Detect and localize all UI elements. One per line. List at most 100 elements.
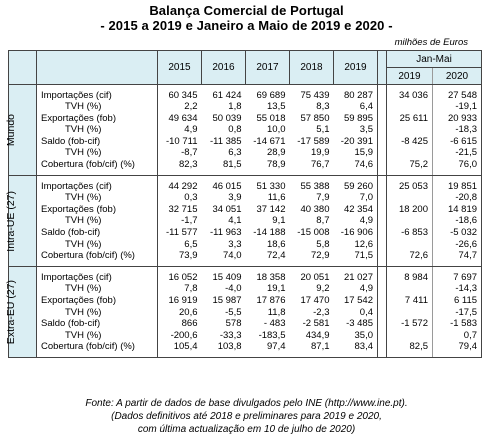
value-cell: 19,1 xyxy=(267,283,286,295)
value-cell: -16 906 xyxy=(340,227,373,239)
row-label xyxy=(36,266,158,272)
value-cell: 82,5 xyxy=(386,341,433,353)
value-cell: 74,0 xyxy=(223,250,242,262)
value-cell xyxy=(386,147,433,160)
table-row: Cobertura (fob/cif) (%) 105,4 103,8 97,4 87,… xyxy=(9,341,483,353)
table-row: Cobertura (fob/cif) (%) 73,9 74,0 72,4 72,9 7… xyxy=(9,250,483,262)
value-cell xyxy=(333,175,378,181)
value-cell: 16 919 xyxy=(157,295,202,307)
table-row: Exportações (fob) 49 634 50 039 55 018 57 85… xyxy=(9,112,483,125)
value-cell: 6 115 xyxy=(431,295,483,307)
value-cell: 74,6 xyxy=(354,159,374,171)
value-cell: 20 933 xyxy=(431,112,483,125)
value-cell: 72,9 xyxy=(311,250,330,262)
value-cell: 83,4 xyxy=(354,341,374,353)
value-cell: -5,5 xyxy=(225,306,242,318)
value-cell: 55 018 xyxy=(256,112,286,124)
value-cell: 5,1 xyxy=(316,124,330,136)
row-label: Cobertura (fob/cif) (%) xyxy=(41,159,135,171)
value-cell xyxy=(386,266,433,272)
gap-cell xyxy=(377,112,387,125)
value-cell xyxy=(431,352,483,359)
value-cell xyxy=(201,175,246,181)
value-cell: -26,6 xyxy=(431,238,483,251)
section-label-cell: Mundo xyxy=(5,83,37,177)
table-header: 2015 2016 2017 2018 2019 Jan-Mai 2019 20… xyxy=(8,50,483,85)
table-row: TVH (%) 4,9 0,8 10,0 5,1 3,5 -18,3 xyxy=(9,124,483,136)
section-label: Intra-UE (27) xyxy=(5,190,17,252)
gap-cell xyxy=(377,203,387,216)
value-cell: 8 984 xyxy=(386,271,433,284)
gap-cell xyxy=(377,306,387,319)
value-cell: 25 611 xyxy=(386,112,433,125)
value-cell: 71,5 xyxy=(354,250,374,262)
table-row: TVH (%) 7,8 -4,0 19,1 9,2 4,9 -14,3 xyxy=(9,283,483,295)
value-cell: 34 051 xyxy=(212,203,242,215)
gap-cell xyxy=(377,318,387,330)
value-cell: 97,4 xyxy=(267,341,286,353)
value-cell: 75,2 xyxy=(386,159,433,171)
value-cell: 61 424 xyxy=(212,89,242,101)
value-cell xyxy=(333,266,378,272)
value-cell: 15 409 xyxy=(212,271,242,283)
value-cell: 76,0 xyxy=(431,159,483,171)
row-label: TVH (%) xyxy=(65,124,102,136)
value-cell: -200,6 xyxy=(157,329,202,342)
row-label xyxy=(36,84,158,90)
table-body: Mundo Importações (cif) 60 345 61 424 69 689… xyxy=(5,83,483,359)
trade-balance-table: 2015 2016 2017 2018 2019 Jan-Mai 2019 20… xyxy=(5,50,483,359)
value-cell xyxy=(245,352,290,359)
value-cell: 11,8 xyxy=(267,306,286,318)
value-cell: -2 581 xyxy=(302,318,330,330)
value-cell: 76,7 xyxy=(311,159,330,171)
value-cell: -20 391 xyxy=(340,135,373,147)
value-cell xyxy=(386,238,433,251)
col-header-year: 2019 xyxy=(333,50,378,85)
value-cell: -1 572 xyxy=(386,318,433,330)
value-cell: 51 330 xyxy=(256,180,286,192)
value-cell xyxy=(157,352,202,359)
gap-cell xyxy=(377,84,387,90)
value-cell: 8,7 xyxy=(316,215,330,227)
value-cell: 103,8 xyxy=(217,341,242,353)
header-gap xyxy=(377,50,387,85)
value-cell: 12,6 xyxy=(354,238,374,250)
gap-cell xyxy=(377,89,387,102)
value-cell: 10,0 xyxy=(267,124,286,136)
value-cell: 15 987 xyxy=(212,295,242,306)
value-cell: -17,5 xyxy=(431,306,483,319)
col-header-period: Jan-Mai xyxy=(385,50,483,68)
table-row: Exportações (fob) 32 715 34 051 37 142 40 38… xyxy=(9,203,483,216)
value-cell: 50 039 xyxy=(212,112,242,124)
value-cell: -19,1 xyxy=(431,101,483,113)
value-cell: 21 027 xyxy=(343,271,373,283)
row-label: Importações (cif) xyxy=(41,180,112,192)
col-header-period-year: 2019 xyxy=(386,67,433,85)
row-label: TVH (%) xyxy=(65,306,102,318)
row-label: TVH (%) xyxy=(65,238,102,250)
value-cell: 82,3 xyxy=(157,159,202,171)
value-cell: 17 470 xyxy=(300,295,330,306)
value-cell: -6 615 xyxy=(431,135,483,148)
value-cell: 578 xyxy=(225,318,242,330)
value-cell: -11 963 xyxy=(209,227,242,239)
value-cell: 18,6 xyxy=(267,238,286,250)
value-cell: 7,8 xyxy=(157,283,202,295)
row-label: Importações (cif) xyxy=(41,271,112,283)
value-cell xyxy=(386,306,433,319)
value-cell: 7,0 xyxy=(359,192,373,204)
gap-cell xyxy=(377,283,387,295)
value-cell: 11,6 xyxy=(267,192,286,204)
value-cell xyxy=(386,101,433,113)
value-cell: -18,3 xyxy=(431,124,483,136)
row-label: TVH (%) xyxy=(65,215,102,227)
value-cell: 4,9 xyxy=(359,283,373,295)
row-label: Exportações (fob) xyxy=(41,203,116,215)
spacer-row xyxy=(9,352,483,359)
section-label-cell: Extra-EU (27) xyxy=(5,266,37,359)
value-cell: -10 711 xyxy=(157,135,202,148)
row-label: Importações (cif) xyxy=(41,89,112,101)
gap-cell xyxy=(377,175,387,181)
value-cell: 15,9 xyxy=(354,147,374,159)
row-label: Saldo (fob-cif) xyxy=(41,135,101,147)
